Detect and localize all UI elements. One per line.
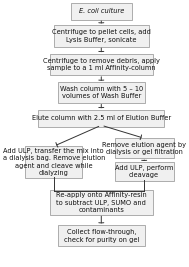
FancyBboxPatch shape <box>50 54 153 75</box>
Text: Centrifuge to pellet cells, add
Lysis Buffer, sonicate: Centrifuge to pellet cells, add Lysis Bu… <box>52 29 151 42</box>
Text: Add ULP, perform
cleavage: Add ULP, perform cleavage <box>115 165 173 179</box>
FancyBboxPatch shape <box>115 138 174 159</box>
FancyBboxPatch shape <box>50 190 153 215</box>
FancyBboxPatch shape <box>38 109 164 127</box>
Text: E. coli culture: E. coli culture <box>79 8 124 14</box>
Text: Collect flow-through,
check for purity on gel: Collect flow-through, check for purity o… <box>64 229 139 242</box>
FancyBboxPatch shape <box>115 162 174 181</box>
FancyBboxPatch shape <box>25 146 82 178</box>
FancyBboxPatch shape <box>58 225 145 246</box>
FancyBboxPatch shape <box>54 25 149 47</box>
Text: Remove elution agent by
dialysis or gel filtration: Remove elution agent by dialysis or gel … <box>102 142 186 155</box>
Text: Elute column with 2.5 ml of Elution Buffer: Elute column with 2.5 ml of Elution Buff… <box>32 115 171 121</box>
FancyBboxPatch shape <box>71 3 132 19</box>
FancyBboxPatch shape <box>58 82 145 103</box>
Text: Wash column with 5 – 10
volumes of Wash Buffer: Wash column with 5 – 10 volumes of Wash … <box>60 86 143 99</box>
Text: Re-apply onto Affinity-resin
to subtract ULP, SUMO and
contaminants: Re-apply onto Affinity-resin to subtract… <box>56 192 147 213</box>
Text: Add ULP, transfer the mix into
a dialysis bag. Remove elution
agent and cleave w: Add ULP, transfer the mix into a dialysi… <box>2 148 105 176</box>
Text: Centrifuge to remove debris, apply
sample to a 1 ml Affinity-column: Centrifuge to remove debris, apply sampl… <box>43 58 160 71</box>
